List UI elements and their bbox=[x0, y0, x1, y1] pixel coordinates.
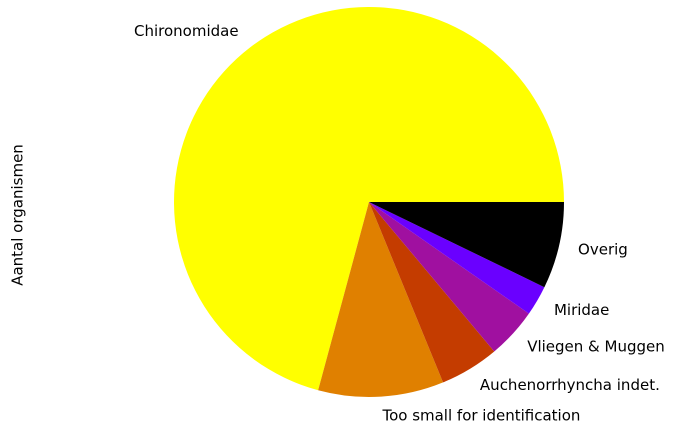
slice-label: Auchenorrhyncha indet. bbox=[480, 376, 660, 394]
pie-slice bbox=[174, 7, 564, 391]
slice-label: Vliegen & Muggen bbox=[527, 337, 665, 355]
pie-slice bbox=[369, 202, 495, 383]
pie-slice bbox=[369, 202, 545, 314]
slice-label: Overig bbox=[578, 241, 628, 259]
slice-label: Miridae bbox=[554, 301, 609, 319]
slice-label: Chironomidae bbox=[134, 22, 239, 40]
pie-slice bbox=[369, 202, 529, 352]
pie-slice bbox=[369, 202, 564, 288]
slice-label: Too small for identification bbox=[381, 407, 580, 425]
y-axis-label: Aantal organismen bbox=[9, 144, 27, 286]
pie-slice bbox=[318, 202, 444, 397]
